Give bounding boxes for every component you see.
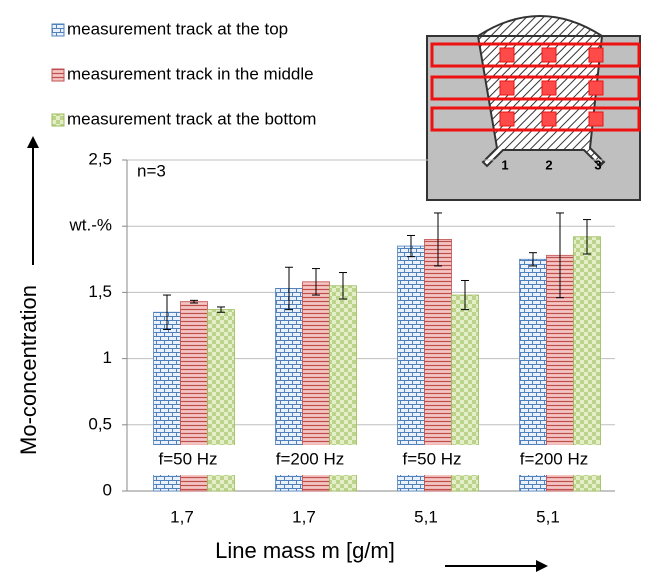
note: n=3 [137,161,166,180]
y-tick-label: 2,5 [88,149,112,168]
chart: 1 2 3 Mo-concentration Line mass m [g/m]… [0,0,651,578]
annotation: f=200 Hz [520,449,589,468]
annotation: f=200 Hz [276,449,345,468]
y-tick-label: 0 [103,480,112,499]
legend-label: measurement track in the middle [67,64,314,83]
x-tick-label: 5,1 [536,507,560,526]
y-tick-label: wt.-% [69,216,113,235]
y-tick-label: 1 [103,348,112,367]
y-axis-title: Mo-concentration [16,285,41,455]
y-arrow [27,136,39,265]
x-arrow [445,560,548,572]
annotation: f=50 Hz [158,449,217,468]
x-tick-label: 5,1 [414,507,438,526]
y-tick-label: 1,5 [88,282,112,301]
legend-swatch [52,69,64,81]
y-tick-label: 0,5 [88,414,112,433]
inset-diagram [427,16,640,200]
x-tick-label: 1,7 [292,507,316,526]
annotation: f=50 Hz [402,449,461,468]
legend-swatch [52,24,64,36]
x-tick-label: 1,7 [170,507,194,526]
legend-label: measurement track at the bottom [67,109,316,128]
legend-swatch [52,114,64,126]
legend-label: measurement track at the top [67,19,288,38]
x-axis-title: Line mass m [g/m] [215,538,395,563]
